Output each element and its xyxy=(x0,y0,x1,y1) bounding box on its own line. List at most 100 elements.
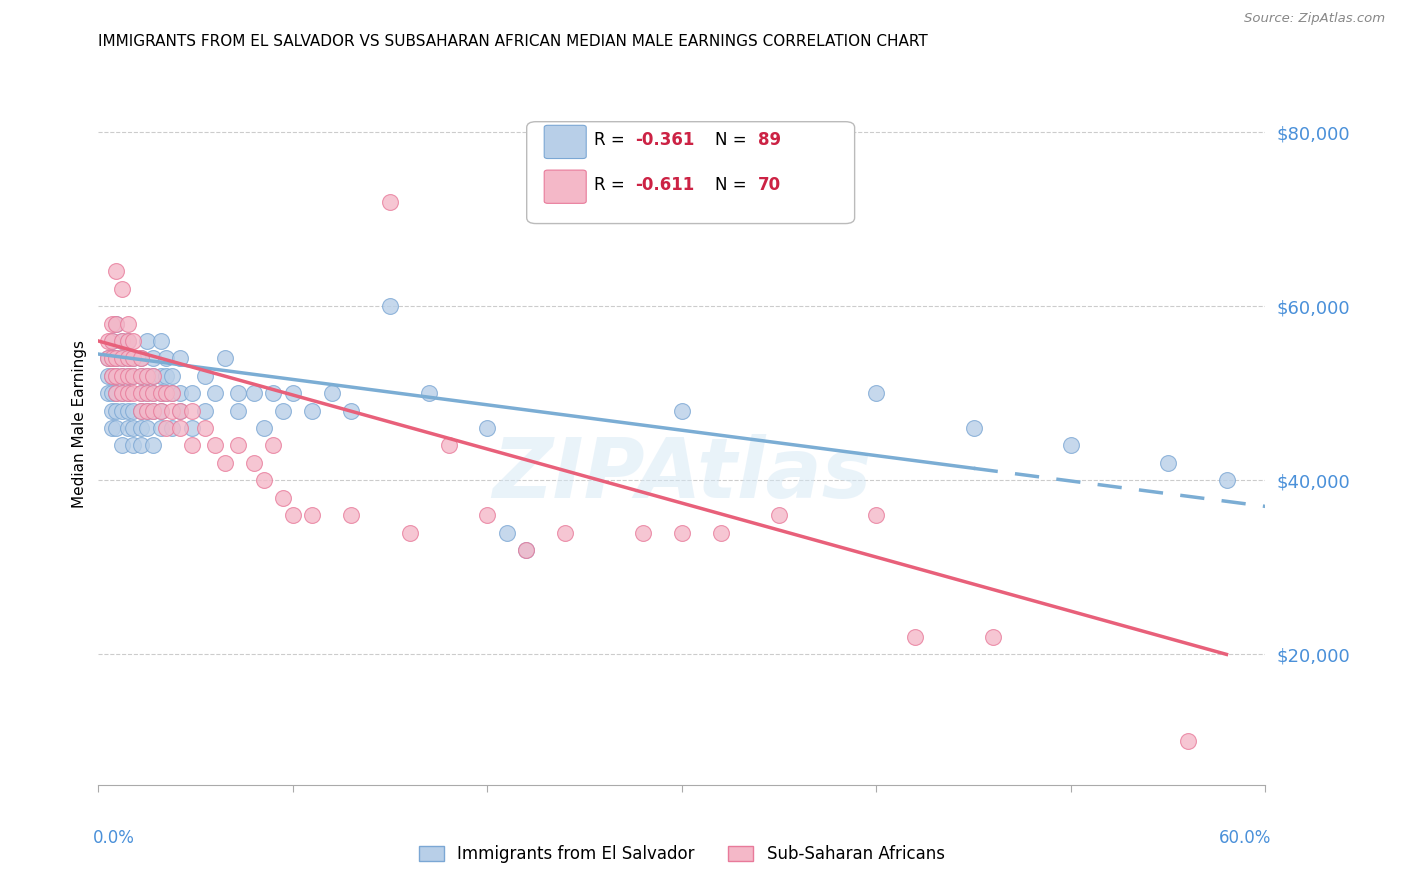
Point xyxy=(142,403,165,417)
Point xyxy=(111,368,134,383)
Y-axis label: Median Male Earnings: Median Male Earnings xyxy=(72,340,87,508)
Point xyxy=(496,525,519,540)
Point xyxy=(117,317,139,331)
Point xyxy=(142,351,165,366)
Point xyxy=(149,421,172,435)
Point xyxy=(515,543,537,558)
Point xyxy=(129,368,152,383)
Point xyxy=(180,386,202,401)
Point xyxy=(904,630,927,644)
Point xyxy=(169,403,191,417)
Point xyxy=(117,334,139,348)
Text: 70: 70 xyxy=(758,177,780,194)
Point xyxy=(418,386,440,401)
Point xyxy=(253,421,276,435)
Text: N =: N = xyxy=(714,131,751,150)
Point xyxy=(117,351,139,366)
Point xyxy=(162,386,184,401)
Point xyxy=(228,438,250,452)
Point xyxy=(117,368,139,383)
Point xyxy=(104,368,127,383)
Point xyxy=(398,525,420,540)
Point xyxy=(136,403,159,417)
Point xyxy=(101,421,124,435)
Point xyxy=(180,421,202,435)
FancyBboxPatch shape xyxy=(544,170,586,203)
Point xyxy=(180,403,202,417)
Point xyxy=(104,351,127,366)
Point xyxy=(111,403,134,417)
Point xyxy=(321,386,343,401)
Point xyxy=(136,368,159,383)
Point xyxy=(97,351,120,366)
Text: 60.0%: 60.0% xyxy=(1219,829,1271,847)
Point xyxy=(204,438,226,452)
Point xyxy=(117,403,139,417)
FancyBboxPatch shape xyxy=(527,121,855,224)
Point xyxy=(111,351,134,366)
Text: N =: N = xyxy=(714,177,751,194)
Point xyxy=(142,368,165,383)
Point xyxy=(136,386,159,401)
Point xyxy=(122,368,145,383)
Point xyxy=(281,508,304,522)
Point xyxy=(111,438,134,452)
Point xyxy=(1215,473,1237,487)
Point xyxy=(301,403,323,417)
Legend: Immigrants from El Salvador, Sub-Saharan Africans: Immigrants from El Salvador, Sub-Saharan… xyxy=(419,846,945,863)
Point xyxy=(111,334,134,348)
Point xyxy=(380,299,402,313)
Point xyxy=(129,386,152,401)
Point xyxy=(101,368,124,383)
Point xyxy=(117,368,139,383)
Text: R =: R = xyxy=(595,177,630,194)
Text: 89: 89 xyxy=(758,131,780,150)
Point xyxy=(155,386,177,401)
Point xyxy=(180,438,202,452)
Point xyxy=(865,508,887,522)
Point xyxy=(142,403,165,417)
Text: R =: R = xyxy=(595,131,630,150)
Point xyxy=(155,421,177,435)
Point xyxy=(129,421,152,435)
Point xyxy=(142,368,165,383)
Text: -0.611: -0.611 xyxy=(636,177,695,194)
Point xyxy=(477,508,499,522)
Point xyxy=(155,368,177,383)
Point xyxy=(149,403,172,417)
Point xyxy=(122,438,145,452)
Point xyxy=(162,421,184,435)
Point xyxy=(122,351,145,366)
Point xyxy=(380,194,402,209)
Point xyxy=(149,386,172,401)
Point xyxy=(129,368,152,383)
Point xyxy=(97,351,120,366)
Point xyxy=(111,334,134,348)
Point xyxy=(155,386,177,401)
Text: 0.0%: 0.0% xyxy=(93,829,135,847)
Point xyxy=(122,386,145,401)
Point xyxy=(104,264,127,278)
Point xyxy=(111,386,134,401)
Point xyxy=(101,386,124,401)
Point xyxy=(149,403,172,417)
Point xyxy=(136,368,159,383)
Point xyxy=(437,438,460,452)
Point xyxy=(162,386,184,401)
Point xyxy=(228,386,250,401)
Point xyxy=(129,403,152,417)
Point xyxy=(101,351,124,366)
Text: -0.361: -0.361 xyxy=(636,131,695,150)
Point xyxy=(104,386,127,401)
Point xyxy=(136,421,159,435)
Point xyxy=(253,473,276,487)
Point xyxy=(340,508,363,522)
Point xyxy=(149,368,172,383)
Point xyxy=(129,351,152,366)
Point xyxy=(129,438,152,452)
Point xyxy=(271,491,294,505)
Point xyxy=(111,368,134,383)
Point xyxy=(194,368,217,383)
Point xyxy=(243,456,266,470)
Point xyxy=(554,525,576,540)
